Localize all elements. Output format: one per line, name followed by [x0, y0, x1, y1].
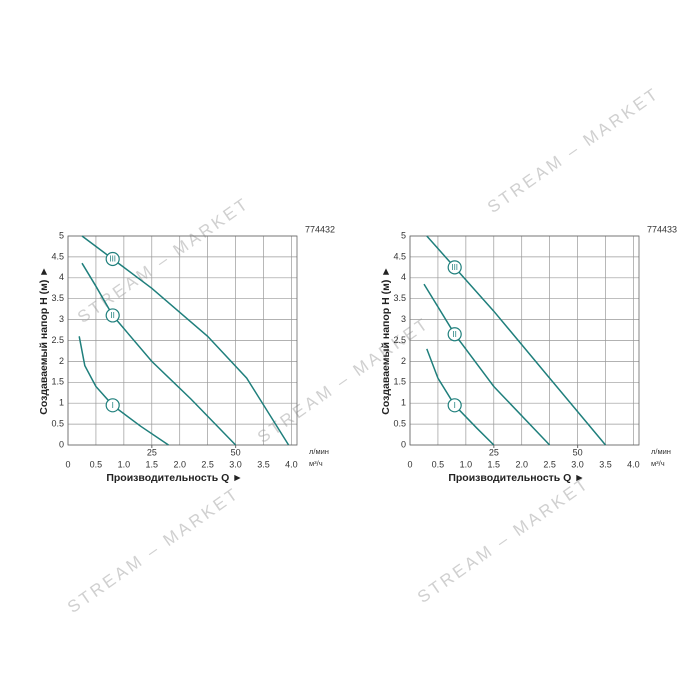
series-label: II: [110, 311, 114, 320]
y-tick-label: 0.5: [393, 418, 406, 428]
x-tick-label: 3.5: [257, 459, 270, 469]
x2-tick-label: 25: [489, 447, 499, 457]
series-badge: [447, 260, 462, 275]
curve: [423, 283, 551, 446]
x-tick-label: 3.0: [571, 459, 584, 469]
x2-unit: л/мин: [309, 447, 329, 456]
x2-tick-label: 25: [147, 447, 157, 457]
curve: [426, 348, 495, 446]
x-tick-label: 2.5: [201, 459, 214, 469]
x-tick-label: 4.0: [627, 459, 640, 469]
chart-title: 774433: [647, 224, 677, 234]
y-tick-label: 5: [59, 230, 64, 240]
y-tick-label: 1.5: [51, 377, 64, 387]
plot-frame: [409, 235, 640, 446]
x-tick-label: 3.5: [599, 459, 612, 469]
y-tick-label: 3: [401, 314, 406, 324]
y-tick-label: 1: [401, 398, 406, 408]
x-tick-label: 1.0: [118, 459, 131, 469]
watermark: STREAM – MARKET: [74, 193, 253, 326]
chart-title: 774432: [305, 224, 335, 234]
series-label: III: [109, 255, 116, 264]
x-tick-label: 1.0: [460, 459, 473, 469]
y-axis-title: Создаваемый напор Н (м) ►: [380, 266, 392, 414]
x-tick-label: 4.0: [285, 459, 298, 469]
curve: [426, 235, 607, 446]
y-tick-label: 3.5: [393, 293, 406, 303]
x-tick-label: 1.5: [488, 459, 501, 469]
y-tick-label: 2.5: [393, 335, 406, 345]
y-tick-label: 0: [401, 439, 406, 449]
y-tick-label: 1: [59, 398, 64, 408]
y-tick-label: 5: [401, 230, 406, 240]
y-tick-label: 4.5: [51, 251, 64, 261]
series-badge: [447, 327, 462, 342]
x-axis-title: Производительность Q ►: [106, 472, 242, 484]
x-unit: м³/ч: [309, 459, 323, 468]
x-tick-label: 1.5: [146, 459, 159, 469]
y-tick-label: 4: [59, 272, 64, 282]
y-tick-label: 1.5: [393, 377, 406, 387]
y-tick-label: 2.5: [51, 335, 64, 345]
x-axis-title: Производительность Q ►: [448, 472, 584, 484]
x-tick-label: 0.5: [90, 459, 103, 469]
curve: [78, 336, 169, 446]
series-label: II: [452, 330, 456, 339]
y-axis-title: Создаваемый напор Н (м) ►: [38, 266, 50, 414]
series-badge: [447, 398, 462, 413]
watermark: STREAM – MARKET: [414, 473, 593, 606]
x-tick-label: 0.5: [432, 459, 445, 469]
y-tick-label: 4: [401, 272, 406, 282]
series-label: I: [454, 401, 456, 410]
series-badge: [105, 308, 120, 323]
y-tick-label: 0.5: [51, 418, 64, 428]
y-tick-label: 3.5: [51, 293, 64, 303]
curve: [81, 262, 237, 446]
y-tick-label: 0: [59, 439, 64, 449]
series-badge: [105, 398, 120, 413]
y-tick-label: 2: [59, 356, 64, 366]
x2-tick-label: 50: [231, 447, 241, 457]
x2-tick-label: 50: [573, 447, 583, 457]
watermark: STREAM – MARKET: [64, 483, 243, 616]
y-tick-label: 4.5: [393, 251, 406, 261]
y-tick-label: 3: [59, 314, 64, 324]
series-label: III: [451, 263, 458, 272]
watermark: STREAM – MARKET: [254, 313, 433, 446]
series-label: I: [112, 401, 114, 410]
x-tick-label: 0: [65, 459, 70, 469]
x2-unit: л/мин: [651, 447, 671, 456]
x-tick-label: 2.0: [173, 459, 186, 469]
series-badge: [105, 251, 120, 267]
y-tick-label: 2: [401, 356, 406, 366]
x-tick-label: 3.0: [229, 459, 242, 469]
plot-frame: [67, 235, 298, 446]
watermark: STREAM – MARKET: [484, 83, 663, 216]
x-tick-label: 2.5: [543, 459, 556, 469]
x-tick-label: 0: [407, 459, 412, 469]
x-unit: м³/ч: [651, 459, 665, 468]
x-tick-label: 2.0: [515, 459, 528, 469]
